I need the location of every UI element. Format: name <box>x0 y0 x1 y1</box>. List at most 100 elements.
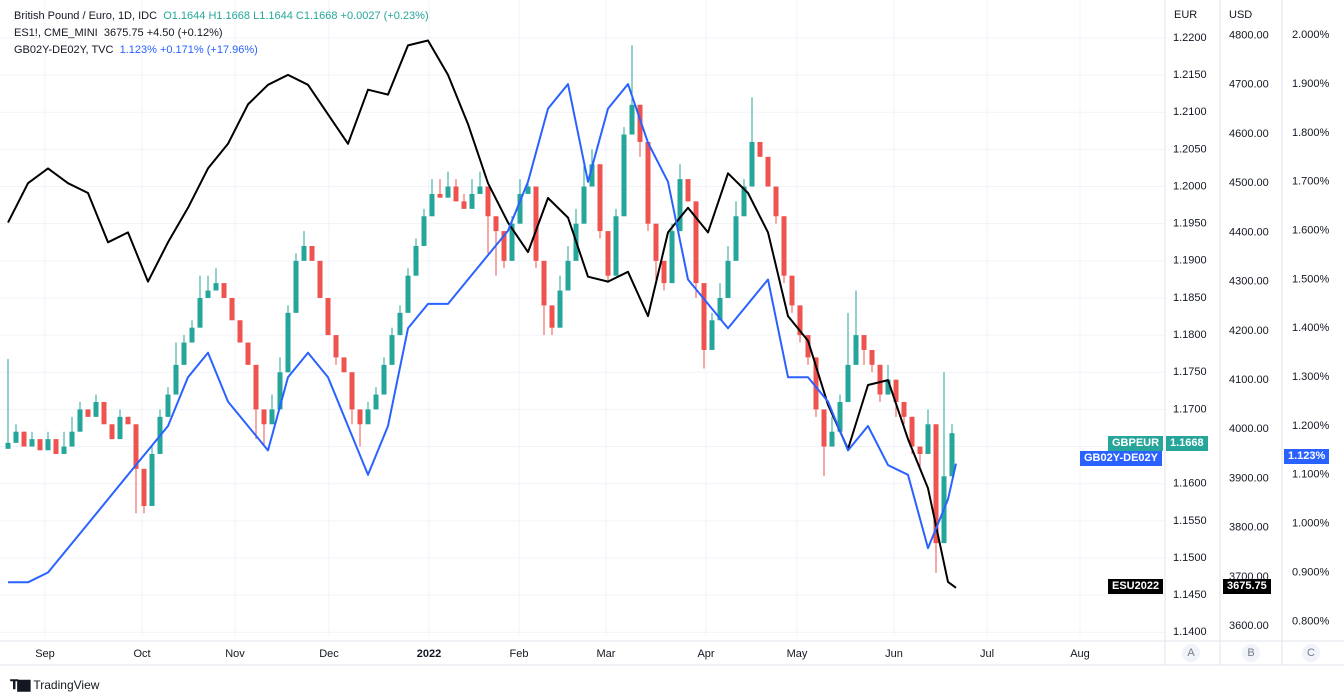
es-label-tag: ESU2022 <box>1108 579 1164 594</box>
scale-c-button[interactable]: C <box>1302 644 1320 662</box>
candle-body <box>461 201 467 209</box>
candle-body <box>285 312 291 373</box>
eur-tick-label: 1.2200 <box>1173 32 1207 44</box>
candle-body <box>653 223 659 261</box>
candle-body <box>613 216 619 276</box>
candle-body <box>309 245 315 261</box>
candle-body <box>429 193 435 217</box>
legend-es-values: 3675.75 +4.50 (+0.12%) <box>103 27 223 39</box>
eur-tick-label: 1.1700 <box>1173 403 1207 415</box>
legend-es-name: ES1!, CME_MINI <box>14 27 98 39</box>
eur-tick-label: 1.2100 <box>1173 106 1207 118</box>
candle-body <box>821 409 827 447</box>
candle-body <box>469 193 475 209</box>
candle-body <box>69 431 75 447</box>
candle-body <box>493 216 499 232</box>
candle-body <box>229 297 235 321</box>
candle-body <box>437 193 443 198</box>
candle-body <box>205 290 211 298</box>
candle-body <box>37 439 43 451</box>
candle-body <box>933 424 939 544</box>
x-tick-label: Mar <box>597 648 616 660</box>
candle-body <box>405 275 411 313</box>
candle-body <box>773 186 779 217</box>
candle-body <box>581 186 587 224</box>
tradingview-brand[interactable]: 𝐓▇ TradingView <box>10 677 99 693</box>
candle-body <box>173 364 179 395</box>
eur-tick-label: 1.1450 <box>1173 589 1207 601</box>
candle-body <box>349 372 355 410</box>
x-tick-label: May <box>787 648 808 660</box>
pct-tick-label: 1.900% <box>1292 78 1330 90</box>
candle-body <box>165 394 171 417</box>
candle-body <box>325 297 331 336</box>
candle-body <box>485 186 491 217</box>
spread-line <box>8 83 957 584</box>
candle-body <box>861 335 867 350</box>
candle-body <box>197 297 203 328</box>
legend-row-spread[interactable]: GB02Y-DE02Y, TVC 1.123% +0.171% (+17.96%… <box>14 42 429 59</box>
candle-body <box>277 372 283 410</box>
candle-body <box>733 216 739 261</box>
candle-body <box>445 186 451 198</box>
pct-tick-label: 0.900% <box>1292 566 1330 578</box>
candle-body <box>925 424 931 454</box>
candle-body <box>781 216 787 276</box>
pct-tick-label: 1.500% <box>1292 273 1330 285</box>
candle-body <box>797 305 803 336</box>
chart-legend: British Pound / Euro, 1D, IDC O1.1644 H1… <box>14 8 429 59</box>
legend-row-gbpeur[interactable]: British Pound / Euro, 1D, IDC O1.1644 H1… <box>14 8 429 25</box>
candle-body <box>509 223 515 261</box>
candle-body <box>533 186 539 261</box>
pct-tick-label: 1.400% <box>1292 322 1330 334</box>
candle-body <box>357 409 363 425</box>
candle-body <box>893 379 899 402</box>
candle-body <box>413 245 419 276</box>
scale-b-button[interactable]: B <box>1242 644 1260 662</box>
candle-body <box>741 186 747 217</box>
candle-body <box>901 401 907 417</box>
usd-tick-label: 3600.00 <box>1229 620 1269 632</box>
candle-body <box>589 164 595 187</box>
candle-body <box>837 401 843 432</box>
spread-price-tag: 1.123% <box>1284 449 1330 464</box>
candle-body <box>29 439 35 447</box>
candle-body <box>541 260 547 306</box>
x-tick-label: Dec <box>319 648 339 660</box>
candle-body <box>53 439 59 454</box>
legend-row-es[interactable]: ES1!, CME_MINI 3675.75 +4.50 (+0.12%) <box>14 25 429 42</box>
eur-tick-label: 1.1750 <box>1173 366 1207 378</box>
candle-body <box>341 357 347 373</box>
candle-body <box>253 364 259 410</box>
candle-body <box>565 260 571 291</box>
x-tick-label: Jun <box>885 648 903 660</box>
pct-tick-label: 1.800% <box>1292 127 1330 139</box>
candle-body <box>133 424 139 469</box>
usd-tick-label: 4100.00 <box>1229 374 1269 386</box>
candle-body <box>717 297 723 321</box>
candle-body <box>637 104 643 142</box>
legend-spread-name: GB02Y-DE02Y, TVC <box>14 44 114 56</box>
candle-body <box>373 394 379 410</box>
x-tick-label: Feb <box>510 648 529 660</box>
legend-gbpeur-values: O1.1644 H1.1668 L1.1644 C1.1668 +0.0027 … <box>163 10 429 22</box>
candle-body <box>605 231 611 276</box>
candle-body <box>125 416 131 425</box>
scale-a-button[interactable]: A <box>1182 644 1200 662</box>
candle-body <box>301 245 307 261</box>
eur-tick-label: 1.1900 <box>1173 255 1207 267</box>
candle-body <box>245 342 251 365</box>
pct-tick-label: 1.000% <box>1292 518 1330 530</box>
candle-body <box>501 231 507 261</box>
legend-gbpeur-name: British Pound / Euro, 1D, IDC <box>14 10 158 22</box>
candle-body <box>749 141 755 187</box>
candle-body <box>789 275 795 306</box>
eur-tick-label: 1.1950 <box>1173 218 1207 230</box>
pct-tick-label: 1.300% <box>1292 371 1330 383</box>
candle-body <box>381 364 387 395</box>
candle-body <box>93 401 99 417</box>
gbpeur-price-tag: 1.1668 <box>1166 436 1208 451</box>
candle-body <box>645 141 651 224</box>
pct-tick-label: 1.600% <box>1292 225 1330 237</box>
